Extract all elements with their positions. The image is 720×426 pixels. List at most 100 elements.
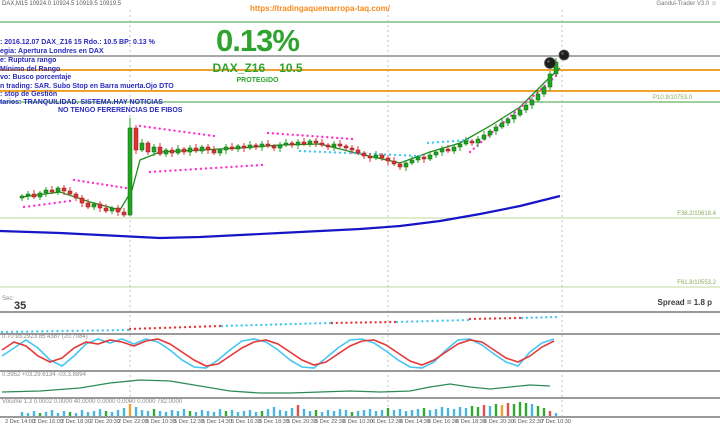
candle-body[interactable] xyxy=(457,143,463,148)
candle-body[interactable] xyxy=(385,157,391,162)
candle-body[interactable] xyxy=(331,143,337,148)
candle-body[interactable] xyxy=(271,145,277,149)
candle-body[interactable] xyxy=(43,189,49,194)
candle-body[interactable] xyxy=(409,159,415,164)
trade-marker-icon[interactable] xyxy=(544,57,556,69)
candle-body[interactable] xyxy=(355,149,361,154)
candle-body[interactable] xyxy=(295,141,301,146)
candle-body[interactable] xyxy=(91,203,97,208)
candle-body[interactable] xyxy=(367,155,373,159)
candle-body[interactable] xyxy=(499,122,505,128)
candle-body[interactable] xyxy=(529,99,535,106)
candle-body[interactable] xyxy=(133,127,139,151)
candle-body[interactable] xyxy=(511,114,517,120)
candle-body[interactable] xyxy=(487,130,493,136)
sar-dots xyxy=(316,135,319,138)
candle-body[interactable] xyxy=(229,146,235,150)
candle-body[interactable] xyxy=(61,187,67,192)
candle-body[interactable] xyxy=(115,207,121,213)
candle-body[interactable] xyxy=(469,140,475,144)
candle-body[interactable] xyxy=(397,163,403,168)
candle-body[interactable] xyxy=(151,146,157,153)
candle-body[interactable] xyxy=(217,149,223,154)
candle-body[interactable] xyxy=(175,148,181,154)
candle-body[interactable] xyxy=(403,162,409,168)
candle-body[interactable] xyxy=(19,195,25,199)
candle-body[interactable] xyxy=(343,145,349,149)
candle-body[interactable] xyxy=(253,144,259,148)
candle-body[interactable] xyxy=(277,144,283,149)
candle-body[interactable] xyxy=(535,93,541,101)
candle-body[interactable] xyxy=(163,149,169,155)
candle-body[interactable] xyxy=(439,148,445,153)
candle-body[interactable] xyxy=(301,141,307,145)
candle-body[interactable] xyxy=(205,146,211,151)
trade-marker-icon[interactable] xyxy=(558,49,570,61)
candle-body[interactable] xyxy=(199,146,205,152)
candle-body[interactable] xyxy=(187,147,193,153)
candle-body[interactable] xyxy=(421,156,427,160)
candle-body[interactable] xyxy=(73,193,79,199)
candle-body[interactable] xyxy=(103,207,109,212)
candle-body[interactable] xyxy=(445,148,451,152)
candle-body[interactable] xyxy=(283,142,289,146)
candle-body[interactable] xyxy=(325,144,331,148)
candle-body[interactable] xyxy=(475,138,481,144)
candle-body[interactable] xyxy=(313,140,319,144)
candle-body[interactable] xyxy=(451,146,457,152)
candle-body[interactable] xyxy=(223,146,229,151)
candle-body[interactable] xyxy=(337,143,343,147)
candle-body[interactable] xyxy=(463,140,469,145)
candle-body[interactable] xyxy=(319,142,325,146)
candle-body[interactable] xyxy=(433,151,439,156)
candle-body[interactable] xyxy=(361,152,367,157)
candle-body[interactable] xyxy=(139,142,145,151)
candle-body[interactable] xyxy=(31,193,37,198)
candle-body[interactable] xyxy=(49,189,55,193)
candle-body[interactable] xyxy=(193,147,199,152)
note-line: tarios: TRANQUILIDAD. SISTEMA.HAY NOTICI… xyxy=(0,99,163,106)
sar-dots xyxy=(178,130,181,133)
candle-body[interactable] xyxy=(181,148,187,153)
candle-body[interactable] xyxy=(37,192,43,198)
candle-body[interactable] xyxy=(109,207,115,212)
candle-body[interactable] xyxy=(415,156,421,161)
candle-body[interactable] xyxy=(505,118,511,124)
candle-body[interactable] xyxy=(307,140,313,145)
candle-body[interactable] xyxy=(25,193,31,197)
trend-dots xyxy=(255,323,258,327)
candle-body[interactable] xyxy=(553,61,559,75)
candle-body[interactable] xyxy=(349,147,355,151)
candle-body[interactable] xyxy=(373,154,379,159)
candle-body[interactable] xyxy=(247,144,253,149)
candle-body[interactable] xyxy=(517,109,523,116)
candle-body[interactable] xyxy=(289,142,295,146)
candle-body[interactable] xyxy=(211,149,217,154)
candle-body[interactable] xyxy=(55,187,61,193)
candle-body[interactable] xyxy=(265,143,271,147)
candle-body[interactable] xyxy=(97,203,103,209)
candle-body[interactable] xyxy=(157,146,163,155)
candle-body[interactable] xyxy=(85,202,91,208)
candle-body[interactable] xyxy=(67,190,73,195)
candle-body[interactable] xyxy=(169,149,175,154)
candle-body[interactable] xyxy=(427,154,433,160)
volume-bar xyxy=(86,412,90,416)
volume-bar xyxy=(218,409,222,416)
candle-body[interactable] xyxy=(541,86,547,95)
candle-body[interactable] xyxy=(493,126,499,132)
candle-body[interactable] xyxy=(391,160,397,165)
candle-body[interactable] xyxy=(547,73,553,88)
candle-body[interactable] xyxy=(121,211,127,216)
candle-body[interactable] xyxy=(79,197,85,204)
candle-body[interactable] xyxy=(127,127,133,216)
candle-body[interactable] xyxy=(145,142,151,153)
candle-body[interactable] xyxy=(235,145,241,150)
candle-body[interactable] xyxy=(523,104,529,111)
volume-bar xyxy=(182,409,186,416)
candle-body[interactable] xyxy=(379,154,385,159)
candle-body[interactable] xyxy=(259,143,265,148)
candle-body[interactable] xyxy=(481,134,487,140)
candle-body[interactable] xyxy=(241,145,247,149)
